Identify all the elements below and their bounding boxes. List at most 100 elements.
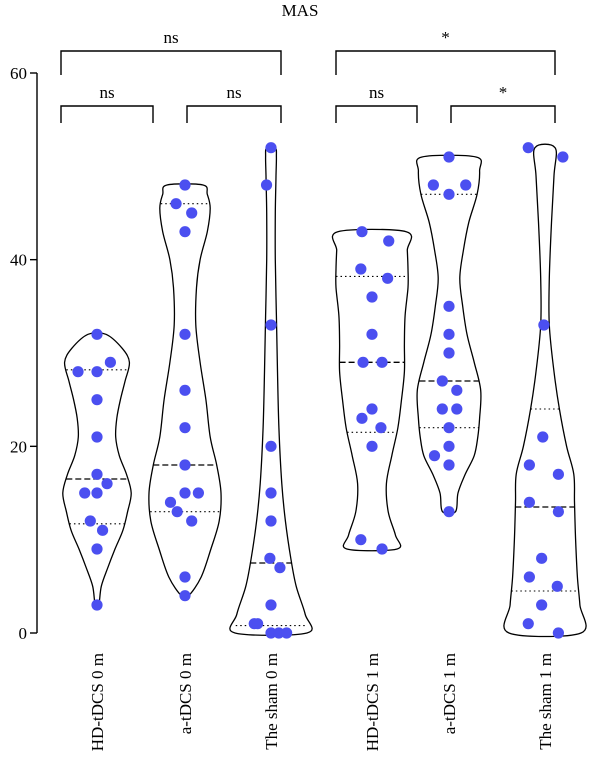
x-category-label: a-tDCS 0 m	[176, 653, 195, 734]
data-point	[265, 142, 277, 154]
bracket-line	[186, 105, 282, 123]
data-point	[443, 151, 455, 163]
data-point	[91, 366, 103, 378]
data-point	[79, 487, 91, 499]
data-point	[366, 328, 378, 340]
data-point	[91, 543, 103, 555]
data-point	[523, 571, 535, 583]
data-point	[538, 319, 550, 331]
data-point	[179, 590, 191, 602]
data-point	[265, 515, 277, 527]
data-point	[523, 459, 535, 471]
data-point	[536, 552, 548, 564]
data-point	[91, 487, 103, 499]
data-point	[443, 328, 455, 340]
data-point	[179, 226, 191, 238]
violin-group	[416, 151, 482, 518]
data-point	[274, 562, 286, 574]
data-point	[522, 142, 534, 154]
comparison-bracket: *	[450, 83, 556, 123]
data-point	[366, 403, 378, 415]
data-point	[443, 300, 455, 312]
significance-label: ns	[369, 83, 384, 102]
significance-label: ns	[163, 28, 178, 47]
data-point	[552, 627, 564, 639]
data-point	[376, 356, 388, 368]
x-category-label: The sham 1 m	[536, 653, 555, 750]
comparison-bracket: ns	[335, 83, 418, 123]
y-tick-label: 20	[10, 437, 27, 456]
data-point	[179, 179, 191, 191]
data-point	[356, 226, 368, 238]
data-point	[428, 450, 441, 462]
data-point	[366, 440, 378, 452]
data-point	[523, 496, 535, 508]
violin-group	[62, 328, 132, 611]
data-point	[265, 319, 277, 331]
comparison-bracket: *	[335, 28, 556, 75]
data-point	[273, 627, 285, 639]
data-point	[356, 412, 368, 424]
data-point	[179, 487, 191, 499]
data-point	[192, 487, 204, 499]
data-point	[164, 496, 177, 508]
data-point	[557, 151, 569, 163]
data-point	[265, 599, 277, 611]
significance-label: ns	[99, 83, 114, 102]
data-point	[260, 179, 273, 191]
significance-brackets: ns ns ns ns * *	[60, 28, 556, 123]
data-point	[265, 627, 277, 639]
data-point	[91, 599, 103, 611]
y-tick-label: 40	[10, 251, 27, 270]
violin-group	[148, 179, 222, 602]
data-point	[91, 328, 103, 340]
comparison-bracket: ns	[186, 83, 282, 123]
data-point	[552, 468, 564, 480]
data-point	[427, 179, 439, 191]
data-point	[170, 198, 182, 210]
bracket-line	[335, 50, 556, 75]
data-point	[91, 431, 103, 443]
data-point	[522, 618, 534, 630]
data-point	[443, 188, 455, 200]
data-point	[355, 263, 367, 275]
x-category-label: HD-tDCS 0 m	[88, 653, 107, 751]
data-point	[375, 422, 387, 434]
data-point	[265, 440, 277, 452]
data-point	[101, 478, 113, 490]
chart-title: MAS	[282, 1, 319, 20]
violin-group	[229, 142, 313, 639]
data-point	[72, 366, 84, 378]
bracket-line	[60, 105, 154, 123]
significance-label: *	[499, 83, 508, 102]
bracket-line	[450, 105, 556, 123]
data-point	[443, 422, 455, 434]
data-point	[265, 487, 277, 499]
comparison-bracket: ns	[60, 28, 282, 75]
x-category-label: The sham 0 m	[262, 653, 281, 750]
data-point	[179, 571, 191, 583]
data-point	[451, 403, 463, 415]
data-point	[382, 272, 394, 284]
data-point	[537, 431, 549, 443]
data-point	[460, 179, 472, 191]
data-point	[91, 468, 103, 480]
data-point	[179, 459, 191, 471]
data-point	[186, 515, 198, 527]
data-point	[186, 207, 198, 219]
comparison-bracket: ns	[60, 83, 154, 123]
data-point	[281, 627, 293, 639]
data-point	[252, 618, 264, 630]
data-point	[355, 534, 367, 546]
data-point	[179, 384, 191, 396]
data-point	[443, 347, 455, 359]
bracket-line	[335, 105, 418, 123]
significance-label: ns	[226, 83, 241, 102]
data-point	[436, 375, 448, 387]
y-tick-label: 60	[10, 64, 27, 83]
y-axis: 0 20 40 60	[10, 64, 38, 643]
data-point	[443, 440, 455, 452]
data-point	[96, 524, 109, 536]
data-point	[357, 356, 369, 368]
